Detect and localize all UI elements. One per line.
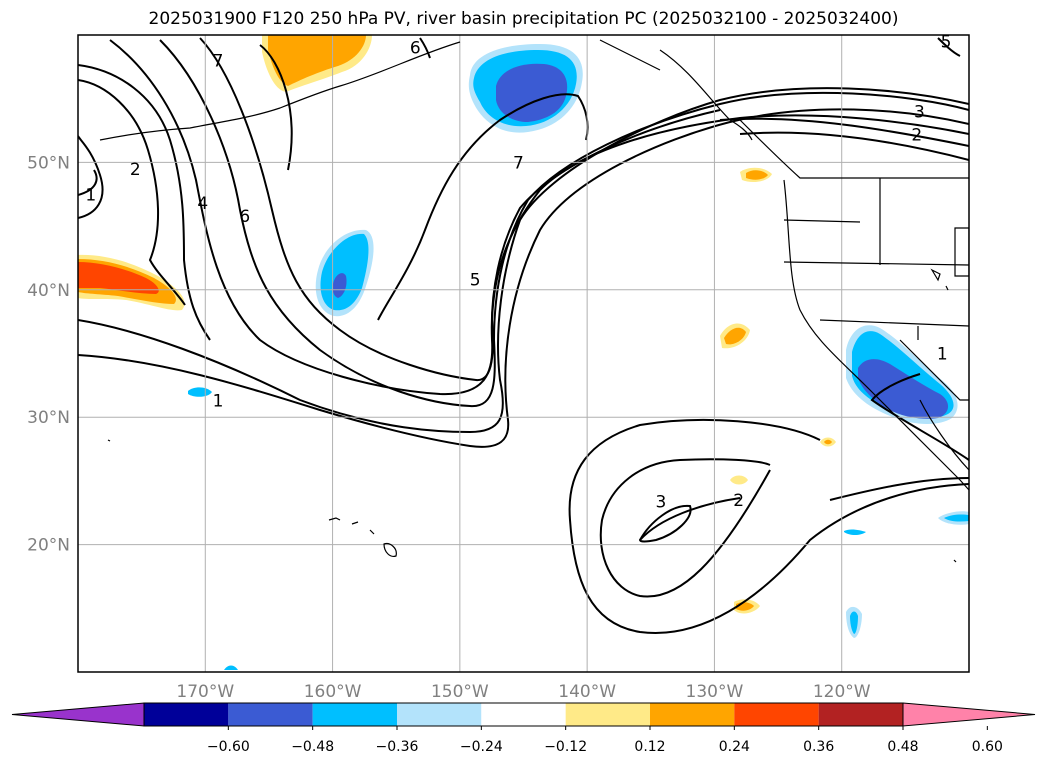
colorbar-segment bbox=[144, 703, 229, 726]
colorbar-tick-label: −0.60 bbox=[207, 739, 250, 755]
colorbar-tick-labels: −0.60 −0.48 −0.36 −0.24 −0.12 0.12 0.24 0.36 0.4… bbox=[207, 726, 1003, 755]
contour-label: 3 bbox=[914, 102, 925, 122]
colorbar-tick-label: 0.24 bbox=[719, 739, 750, 755]
colorbar-tick-label: 0.36 bbox=[803, 739, 834, 755]
contour-label: 2 bbox=[911, 125, 922, 145]
colorbar-tick-label: 0.12 bbox=[634, 739, 665, 755]
contour-label: 2 bbox=[733, 491, 744, 511]
contour-label: 2 bbox=[130, 160, 141, 180]
coastlines bbox=[99, 39, 969, 563]
colorbar-segment bbox=[734, 703, 819, 726]
map-grid bbox=[78, 35, 969, 672]
colorbar-segment bbox=[650, 703, 735, 726]
lon-tick-label: 160°W bbox=[304, 682, 362, 702]
lat-tick-label: 40°N bbox=[27, 281, 70, 301]
colorbar-tick-label: 0.48 bbox=[887, 739, 918, 755]
colorbar-segment bbox=[397, 703, 482, 726]
lon-tick-label: 170°W bbox=[176, 682, 234, 702]
colorbar-tick-label: −0.36 bbox=[376, 739, 419, 755]
lat-tick-label: 50°N bbox=[27, 153, 70, 173]
colorbar-segment bbox=[565, 703, 650, 726]
colorbar-segment bbox=[481, 703, 566, 726]
lon-tick-labels: 170°W 160°W 150°W 140°W 130°W 120°W bbox=[176, 682, 870, 702]
map-border bbox=[77, 34, 970, 673]
contour-label: 7 bbox=[513, 153, 524, 173]
colorbar-segment bbox=[312, 703, 397, 726]
colorbar-segment bbox=[228, 703, 313, 726]
colorbar-tick-label: −0.12 bbox=[544, 739, 587, 755]
lat-tick-label: 20°N bbox=[27, 536, 70, 556]
lon-tick-label: 130°W bbox=[686, 682, 744, 702]
pv-contours bbox=[78, 37, 969, 634]
lat-tick-label: 30°N bbox=[27, 408, 70, 428]
lon-tick-label: 150°W bbox=[431, 682, 489, 702]
contour-label: 5 bbox=[941, 32, 952, 52]
contour-label: 7 bbox=[213, 51, 224, 71]
colorbar-tick-label: −0.24 bbox=[460, 739, 503, 755]
lat-tick-labels: 50°N 40°N 30°N 20°N bbox=[27, 153, 70, 555]
contour-labels: 7 6 2 1 4 6 7 5 1 3 2 5 1 3 2 bbox=[85, 32, 952, 512]
colorbar-extend-low bbox=[11, 702, 145, 727]
colorbar-tick-label: −0.48 bbox=[291, 739, 334, 755]
colorbar-outline bbox=[143, 702, 904, 727]
contour-label: 6 bbox=[410, 39, 421, 59]
chart-title: 2025031900 F120 250 hPa PV, river basin … bbox=[148, 9, 899, 29]
contour-label: 1 bbox=[85, 185, 96, 205]
map-plot-area: 7 6 2 1 4 6 7 5 1 3 2 5 1 3 2 bbox=[78, 32, 969, 672]
contour-label: 6 bbox=[239, 207, 250, 227]
contour-label: 3 bbox=[656, 492, 667, 512]
contour-label: 1 bbox=[213, 392, 224, 412]
contour-label: 4 bbox=[197, 194, 208, 214]
colorbar bbox=[11, 702, 1036, 727]
lon-tick-label: 140°W bbox=[558, 682, 616, 702]
colorbar-tick-label: 0.60 bbox=[972, 739, 1003, 755]
contour-label: 5 bbox=[470, 271, 481, 291]
lon-tick-label: 120°W bbox=[813, 682, 871, 702]
colorbar-extend-high bbox=[902, 702, 1036, 727]
colorbar-segment bbox=[818, 703, 903, 726]
contour-label: 1 bbox=[937, 345, 948, 365]
